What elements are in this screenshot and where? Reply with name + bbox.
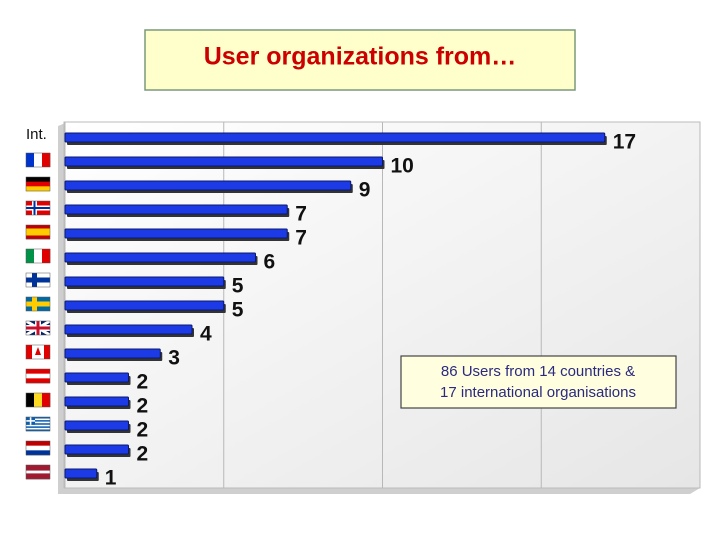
flag-part — [26, 465, 50, 469]
flag-part — [26, 378, 50, 384]
flag-part — [25, 320, 51, 336]
flag-part — [26, 426, 50, 429]
flag-part — [42, 249, 51, 263]
flag-part — [26, 427, 50, 430]
flags — [25, 152, 51, 480]
data-label: 2 — [137, 419, 149, 442]
annotation: 17 international organisations — [440, 384, 636, 401]
bar — [64, 180, 352, 191]
data-label: 17 — [613, 131, 636, 154]
flag-part — [26, 345, 32, 359]
bar — [64, 132, 606, 143]
flag-part — [26, 424, 50, 427]
flag-part — [25, 464, 51, 480]
flag-part — [26, 177, 50, 182]
flag-part — [25, 176, 51, 192]
flag-part — [25, 392, 51, 408]
flag-part — [26, 417, 50, 419]
data-label: 2 — [137, 371, 149, 394]
flag-part — [42, 153, 51, 167]
flag-part — [26, 235, 50, 240]
y-tick-label: Int. — [26, 126, 47, 143]
flag-part — [26, 421, 50, 424]
bar — [64, 444, 129, 455]
flag-part — [25, 200, 51, 216]
flag-part — [25, 224, 51, 240]
flag-part — [26, 249, 35, 263]
flag-part — [25, 344, 51, 360]
flag-part — [25, 416, 51, 432]
flag-part — [26, 445, 50, 451]
data-label: 7 — [295, 203, 307, 226]
flag-part — [42, 393, 51, 407]
flag-part — [34, 249, 43, 263]
bar — [64, 204, 288, 215]
bar — [64, 348, 161, 359]
flag-part — [26, 225, 50, 229]
flag-part — [26, 301, 50, 307]
flag-part — [26, 232, 50, 236]
flag-part — [26, 228, 50, 233]
data-label: 3 — [168, 347, 180, 370]
flag-part — [26, 423, 50, 425]
flag-part — [26, 181, 50, 187]
bar — [64, 156, 383, 167]
flag-part — [34, 153, 43, 167]
flag-part — [26, 473, 50, 477]
data-label: 10 — [391, 155, 414, 178]
flag-part — [26, 326, 50, 330]
flag-part — [26, 420, 50, 422]
bar — [64, 372, 129, 383]
bar — [64, 228, 288, 239]
data-label: 4 — [200, 323, 212, 346]
data-label: 6 — [264, 251, 276, 274]
flag-part — [26, 277, 50, 283]
bar — [64, 300, 225, 311]
flag-part — [26, 450, 50, 456]
chart-title: User organizations from… — [204, 43, 517, 71]
flag-part — [44, 345, 50, 359]
flag-part — [26, 153, 35, 167]
data-label: 5 — [232, 299, 244, 322]
flag-part — [26, 470, 50, 474]
flag-part — [26, 476, 50, 480]
flag-part — [26, 369, 50, 374]
flag-part — [25, 248, 51, 264]
bar — [64, 252, 256, 263]
flag-part — [26, 441, 50, 446]
bar — [64, 420, 129, 431]
data-label: 2 — [137, 443, 149, 466]
data-label: 2 — [137, 395, 149, 418]
flag-part — [25, 296, 51, 312]
data-label: 7 — [295, 227, 307, 250]
flag-part — [26, 467, 50, 471]
flag-part — [26, 393, 35, 407]
flag-part — [25, 272, 51, 288]
data-label: 5 — [232, 275, 244, 298]
title-box — [144, 29, 576, 91]
annotation: 86 Users from 14 countries & — [441, 363, 635, 380]
flag-part — [35, 347, 41, 355]
flag-part — [26, 418, 50, 421]
flag-part — [25, 152, 51, 168]
flag-part — [25, 440, 51, 456]
bar — [64, 468, 98, 479]
flag-part — [26, 207, 50, 209]
data-label: 9 — [359, 179, 371, 202]
bar — [64, 396, 129, 407]
flag-part — [34, 393, 43, 407]
flag-part — [26, 420, 35, 422]
flag-part — [26, 373, 50, 379]
flag-part — [26, 429, 50, 432]
annotation-box — [400, 355, 677, 409]
bar — [64, 276, 225, 287]
flag-part — [26, 186, 50, 192]
bar — [64, 324, 193, 335]
flag-part — [25, 368, 51, 384]
data-label: 1 — [105, 467, 117, 490]
